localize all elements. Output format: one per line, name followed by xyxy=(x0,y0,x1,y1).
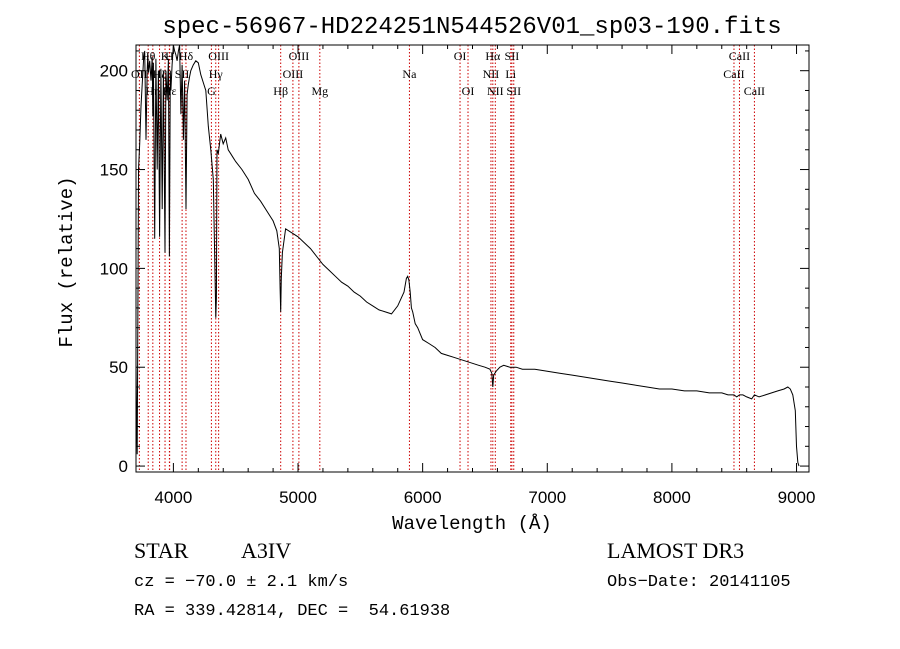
line-label: Mg xyxy=(311,84,328,98)
x-axis-label: Wavelength (Å) xyxy=(392,513,552,535)
y-tick-label: 0 xyxy=(119,457,128,476)
line-label: Hα xyxy=(485,49,501,63)
line-label: SII xyxy=(505,49,520,63)
y-tick-label: 100 xyxy=(100,259,128,278)
emission-line-markers xyxy=(138,45,755,472)
line-label: CaII xyxy=(744,84,765,98)
line-label: Hζ xyxy=(153,67,167,81)
line-label: OI xyxy=(454,49,467,63)
survey-name: LAMOST DR3 xyxy=(607,538,745,563)
line-label: Li xyxy=(505,67,516,81)
y-tick-label: 50 xyxy=(109,358,128,377)
line-label: Hε xyxy=(163,84,177,98)
plot-frame xyxy=(135,44,810,473)
x-axis-ticks: 4000 5000 6000 7000 8000 9000 xyxy=(154,45,815,507)
x-tick-label: 4000 xyxy=(154,488,192,507)
x-tick-label: 8000 xyxy=(653,488,691,507)
chart-title: spec-56967-HD224251N544526V01_sp03-190.f… xyxy=(162,14,781,41)
y-axis-ticks: 0 50 100 150 200 xyxy=(100,50,809,476)
x-tick-label: 9000 xyxy=(778,488,816,507)
line-label: Hβ xyxy=(273,84,288,98)
x-tick-label: 5000 xyxy=(279,488,317,507)
object-subclass: A3IV xyxy=(241,538,292,563)
flux-line xyxy=(135,44,800,467)
line-label: G xyxy=(207,84,216,98)
line-label: OIII xyxy=(283,67,304,81)
emission-line-labels: OIIHθHηHζKHεHSIIHδGHγOIIIHβOIIIOIIIMgNaO… xyxy=(131,49,765,98)
x-tick-label: 7000 xyxy=(528,488,566,507)
line-label: OI xyxy=(462,84,475,98)
object-class: STAR xyxy=(134,538,189,563)
line-label: Na xyxy=(402,67,417,81)
x-tick-label: 6000 xyxy=(404,488,442,507)
line-label: NII xyxy=(483,67,500,81)
coordinates: RA = 339.42814, DEC = 54.61938 xyxy=(134,602,451,621)
y-axis-label: Flux (relative) xyxy=(56,176,78,347)
y-tick-label: 200 xyxy=(100,62,128,81)
line-label: CaII xyxy=(723,67,744,81)
y-tick-label: 150 xyxy=(100,161,128,180)
line-label: H xyxy=(165,49,174,63)
line-label: NII xyxy=(487,84,504,98)
redshift-velocity: cz = −70.0 ± 2.1 km/s xyxy=(134,573,349,592)
line-label: OIII xyxy=(289,49,310,63)
observation-date: Obs−Date: 20141105 xyxy=(607,573,791,592)
line-label: SII xyxy=(506,84,521,98)
line-label: Hδ xyxy=(179,49,194,63)
line-label: K xyxy=(161,49,170,63)
line-label: Hγ xyxy=(209,67,224,81)
line-label: OIII xyxy=(208,49,229,63)
line-label: CaII xyxy=(729,49,750,63)
